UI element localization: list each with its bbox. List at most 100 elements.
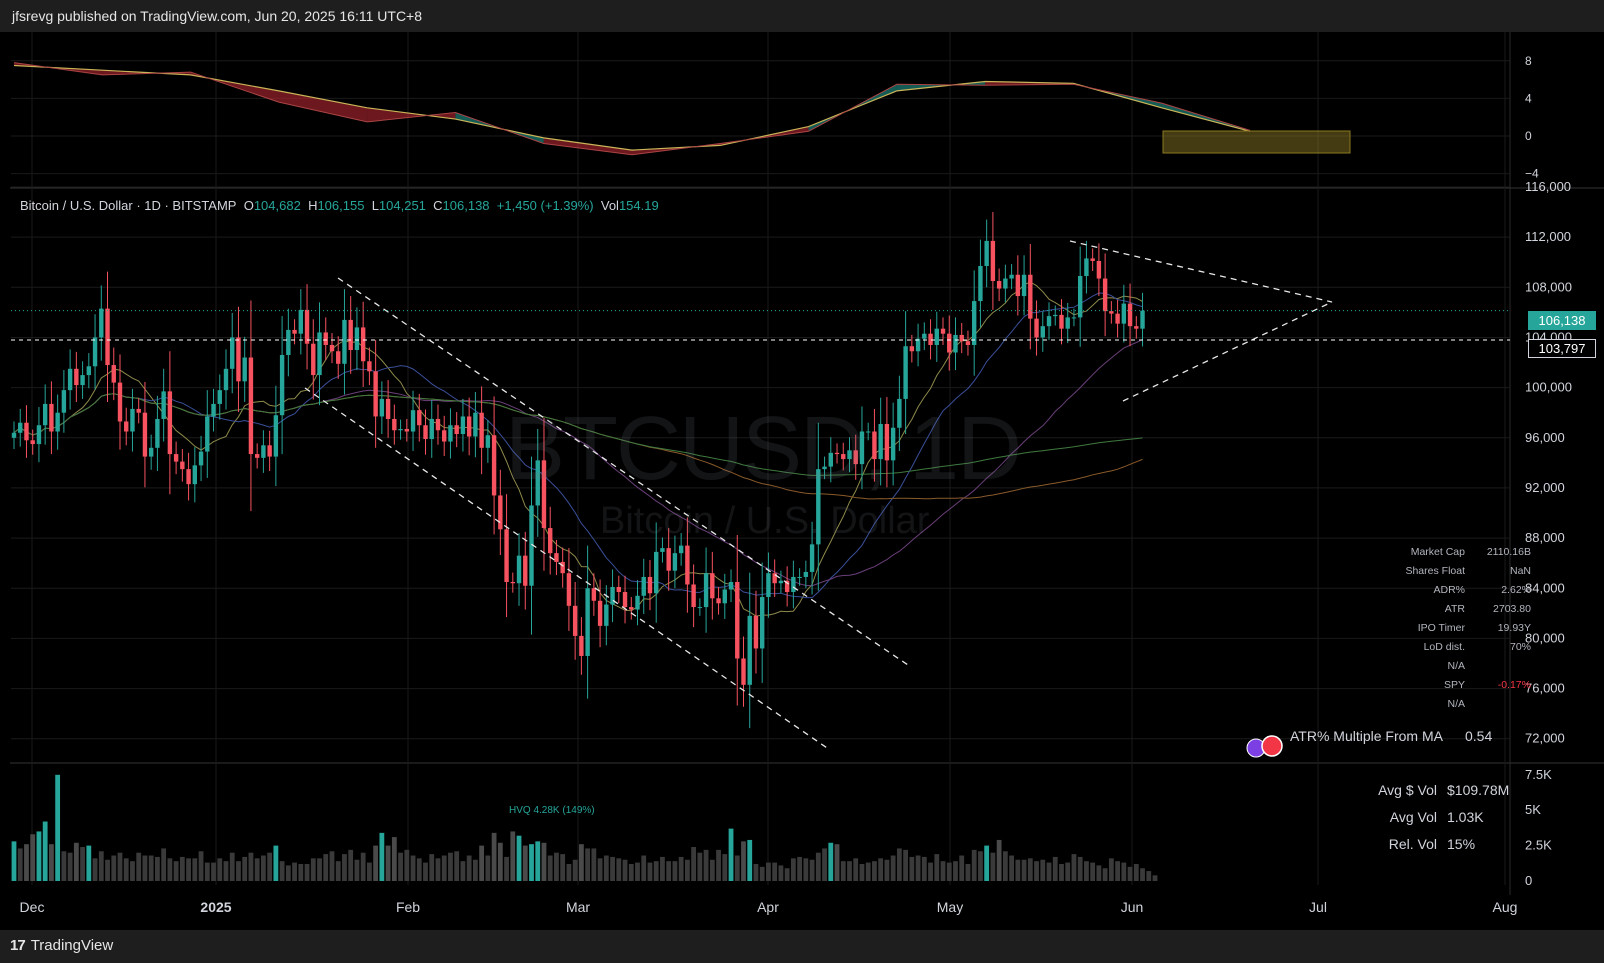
volume-bar <box>423 862 428 881</box>
volume-bar <box>1146 871 1152 881</box>
candle-body <box>236 337 241 382</box>
shares-float-value: NaN <box>1509 564 1531 577</box>
candle-body <box>722 589 727 604</box>
candle-body <box>884 423 890 461</box>
volume-bar <box>896 848 902 881</box>
volume-bar <box>510 831 516 881</box>
candle-body <box>99 308 104 338</box>
volume-bar <box>578 844 584 881</box>
volume-bar <box>485 855 491 881</box>
candle-body <box>86 366 92 376</box>
volume-bar <box>703 849 709 881</box>
candle-body <box>286 329 291 356</box>
volume-bar <box>1046 862 1052 881</box>
candle-body <box>934 328 939 345</box>
volume-bar <box>959 855 965 881</box>
candle-body <box>685 545 690 585</box>
volume-bar <box>541 842 547 881</box>
avg-vol-value: 1.03K <box>1447 808 1484 825</box>
candle-body <box>610 587 615 605</box>
ma-line-200 <box>13 393 1143 476</box>
volume-bar <box>803 858 809 881</box>
trendline-triangle-lower <box>1122 301 1333 402</box>
volume-bar <box>161 848 167 881</box>
candle-body <box>173 454 179 462</box>
volume-bar <box>529 844 534 881</box>
candle-body <box>11 432 17 438</box>
candle-body <box>541 460 547 529</box>
candle-body <box>766 573 771 598</box>
candle-body <box>1065 317 1070 329</box>
volume-bar <box>847 861 852 881</box>
volume-bar <box>105 859 110 881</box>
candle-body <box>273 415 279 457</box>
volume-bar <box>753 864 759 881</box>
volume-bar <box>410 855 416 881</box>
tradingview-logo[interactable]: 17 TradingView <box>10 937 113 954</box>
bottom-bar: 17 TradingView <box>0 930 1604 963</box>
volume-bar <box>304 864 310 881</box>
volume-bar <box>36 831 42 881</box>
candle-body <box>1140 310 1145 329</box>
volume-bar <box>928 862 933 881</box>
volume-bar <box>441 855 447 881</box>
time-axis-label: Dec <box>20 899 45 915</box>
oscillator-tick-label: −4 <box>1525 167 1539 181</box>
volume-bar <box>610 856 615 881</box>
candle-body <box>1096 260 1102 279</box>
na-value-2: N/A <box>1447 697 1465 710</box>
volume-bar <box>996 839 1002 881</box>
oscillator-tick-label: 4 <box>1525 91 1532 105</box>
volume-bar <box>872 861 877 881</box>
volume-bar <box>878 858 884 881</box>
volume-bar <box>697 852 703 881</box>
candle-body <box>161 391 166 419</box>
candle-body <box>828 452 833 467</box>
candle-body <box>379 398 385 417</box>
volume-bar <box>1127 866 1133 881</box>
price-panel <box>11 190 1510 762</box>
volume-bar <box>747 839 753 881</box>
candle-body <box>772 573 777 584</box>
volume-bar <box>971 849 977 881</box>
volume-bar <box>934 854 940 881</box>
volume-bar <box>335 861 341 881</box>
volume-bar <box>603 855 609 881</box>
brand-name: TradingView <box>30 937 114 954</box>
volume-bar <box>635 862 640 881</box>
stats-table: Market Cap 2110.16B Shares Float NaN ADR% 2… <box>1355 542 1531 713</box>
oscillator-highlight-box <box>1162 130 1351 154</box>
volume-bar <box>984 845 990 881</box>
price-tick-label: 80,000 <box>1525 630 1565 645</box>
candle-body <box>1102 278 1108 312</box>
volume-bar <box>242 856 248 881</box>
volume-bar <box>1021 859 1027 881</box>
candle-body <box>192 465 198 485</box>
volume-bar <box>491 832 497 881</box>
volume-bar <box>1071 854 1077 881</box>
volume-bar <box>940 861 946 881</box>
volume-bar <box>167 858 173 881</box>
open-value: 104,682 <box>253 198 301 213</box>
candle-body <box>49 403 54 432</box>
horizontal-line-price-tag: 103,797 <box>1528 339 1596 358</box>
symbol-name[interactable]: Bitcoin / U.S. Dollar · 1D · BITSTAMP <box>20 198 237 213</box>
candle-body <box>635 595 640 610</box>
candle-body <box>728 581 734 590</box>
candle-body <box>360 327 366 362</box>
candle-body <box>841 454 846 460</box>
volume-bar <box>117 852 123 881</box>
close-label: C <box>433 198 443 213</box>
shares-float-label: Shares Float <box>1405 564 1465 577</box>
candle-body <box>198 451 204 466</box>
candle-body <box>1015 274 1021 297</box>
candle-body <box>903 346 908 399</box>
volume-bar <box>217 858 223 881</box>
candle-body <box>947 333 952 353</box>
volume-bar <box>834 844 840 881</box>
symbol-legend[interactable]: Bitcoin / U.S. Dollar · 1D · BITSTAMP O1… <box>20 198 659 213</box>
candle-body <box>18 422 23 433</box>
volume-bar <box>778 865 784 881</box>
volume-bar <box>660 856 665 881</box>
